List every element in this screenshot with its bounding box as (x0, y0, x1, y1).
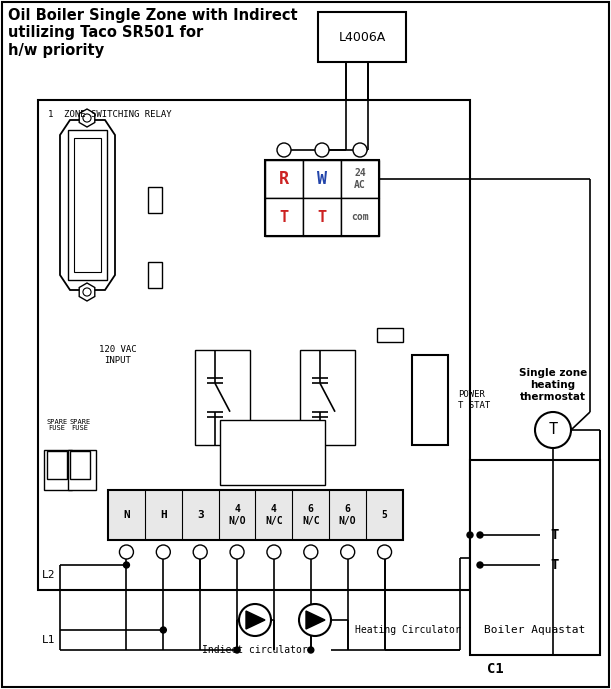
Text: L2: L2 (42, 570, 55, 580)
Circle shape (193, 545, 207, 559)
Text: T: T (549, 422, 558, 438)
Circle shape (467, 532, 473, 538)
Text: Heating Circulator: Heating Circulator (355, 625, 461, 635)
Text: 1  ZONE SWITCHING RELAY: 1 ZONE SWITCHING RELAY (48, 110, 172, 119)
Bar (38, 100, 470, 590)
Text: 6
N/O: 6 N/O (339, 504, 356, 526)
Circle shape (353, 143, 367, 157)
Circle shape (341, 545, 355, 559)
Polygon shape (246, 611, 265, 629)
Bar (303, 160, 341, 198)
Text: R: R (279, 170, 289, 188)
Text: Indiect circulator: Indiect circulator (202, 645, 308, 655)
Bar (300, 350, 355, 445)
Text: N: N (123, 510, 130, 520)
Bar (70, 451, 90, 479)
Text: 4
N/O: 4 N/O (229, 504, 246, 526)
Text: Boiler Aquastat: Boiler Aquastat (485, 625, 585, 635)
Text: 4
N/C: 4 N/C (265, 504, 283, 526)
Text: T: T (318, 209, 326, 225)
Circle shape (119, 545, 133, 559)
Bar (377, 328, 403, 342)
Circle shape (123, 562, 130, 568)
Text: W: W (317, 170, 327, 188)
Text: SPARE
FUSE: SPARE FUSE (70, 418, 90, 431)
Circle shape (230, 545, 244, 559)
Text: 6
N/C: 6 N/C (302, 504, 320, 526)
Text: 120 VAC
INPUT: 120 VAC INPUT (99, 345, 137, 364)
Circle shape (477, 532, 483, 538)
Circle shape (477, 562, 483, 568)
Circle shape (239, 604, 271, 636)
Bar (341, 198, 379, 236)
Circle shape (308, 647, 314, 653)
Text: T: T (551, 528, 559, 542)
Circle shape (315, 143, 329, 157)
Polygon shape (306, 611, 325, 629)
Bar (341, 160, 379, 198)
Text: POWER
T STAT: POWER T STAT (458, 390, 490, 410)
Polygon shape (79, 109, 95, 127)
Text: H: H (160, 510, 167, 520)
Text: SPARE
FUSE: SPARE FUSE (46, 418, 68, 431)
Bar (265, 198, 303, 236)
Text: L1: L1 (42, 635, 55, 645)
Circle shape (299, 604, 331, 636)
Bar (220, 420, 325, 485)
Circle shape (267, 545, 281, 559)
Circle shape (160, 627, 166, 633)
Bar (195, 350, 250, 445)
Text: T: T (551, 558, 559, 572)
Text: C1: C1 (486, 662, 503, 676)
Bar (412, 355, 448, 445)
Text: T: T (279, 209, 288, 225)
Bar (318, 12, 406, 62)
Circle shape (83, 288, 91, 296)
Bar (74, 138, 101, 272)
Bar (44, 450, 72, 490)
Text: 5: 5 (382, 510, 387, 520)
Bar (108, 490, 403, 540)
Text: com: com (351, 212, 369, 222)
Text: Oil Boiler Single Zone with Indirect
utilizing Taco SR501 for
h/w priority: Oil Boiler Single Zone with Indirect uti… (8, 8, 298, 58)
Text: Single zone
heating
thermostat: Single zone heating thermostat (519, 369, 587, 402)
Text: 3: 3 (197, 510, 203, 520)
Circle shape (156, 545, 170, 559)
Polygon shape (79, 283, 95, 301)
Polygon shape (60, 120, 115, 290)
Text: L4006A: L4006A (338, 30, 386, 43)
Bar (148, 187, 162, 213)
Bar (303, 198, 341, 236)
Bar (68, 450, 96, 490)
Circle shape (304, 545, 318, 559)
Bar (265, 160, 303, 198)
Circle shape (234, 647, 240, 653)
Bar (68, 130, 107, 280)
Bar (470, 460, 600, 655)
Circle shape (277, 143, 291, 157)
Bar (47, 451, 67, 479)
Circle shape (378, 545, 392, 559)
Circle shape (535, 412, 571, 448)
Bar (265, 160, 379, 236)
Circle shape (83, 114, 91, 122)
Bar (148, 262, 162, 288)
Text: 24
AC: 24 AC (354, 168, 366, 189)
